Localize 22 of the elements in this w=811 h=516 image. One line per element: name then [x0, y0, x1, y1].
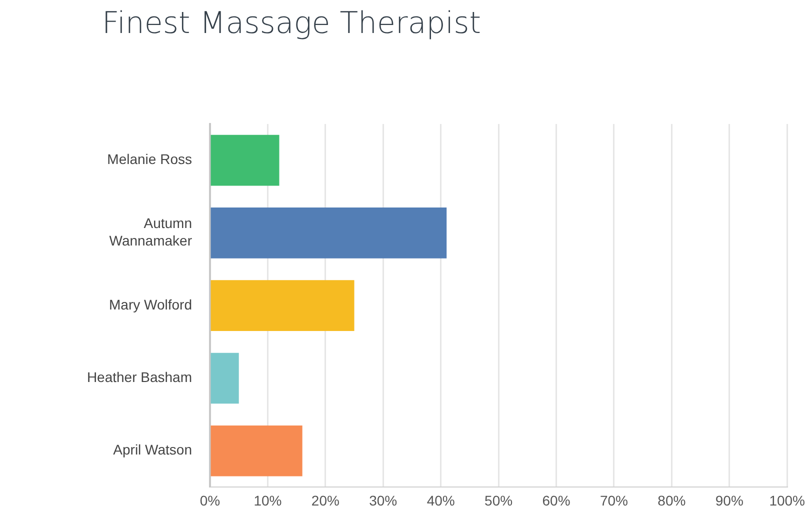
y-tick-label: Mary Wolford	[109, 296, 192, 312]
x-tick-label: 10%	[254, 492, 282, 508]
x-tick-label: 60%	[542, 492, 570, 508]
bar	[210, 280, 354, 332]
x-tick-label: 80%	[658, 492, 686, 508]
y-tick-label: Melanie Ross	[107, 151, 192, 168]
x-tick-label: 90%	[715, 492, 744, 508]
chart-title: Finest Massage Therapist	[102, 6, 481, 41]
y-tick-label: April Watson	[113, 442, 192, 458]
x-tick-label: 20%	[311, 492, 340, 508]
x-tick-label: 70%	[600, 492, 628, 508]
bar	[210, 208, 447, 258]
x-tick-label: 0%	[200, 492, 220, 508]
x-tick-label: 40%	[426, 492, 455, 508]
bar	[210, 352, 239, 404]
bar	[210, 425, 302, 476]
y-tick-label: Autumn Wannamaker	[109, 215, 192, 249]
x-tick-label: 50%	[484, 492, 513, 508]
y-tick-label: Heather Basham	[86, 369, 192, 386]
x-tick-label: 100%	[769, 492, 806, 508]
x-tick-label: 30%	[369, 492, 398, 508]
bar	[210, 134, 280, 186]
